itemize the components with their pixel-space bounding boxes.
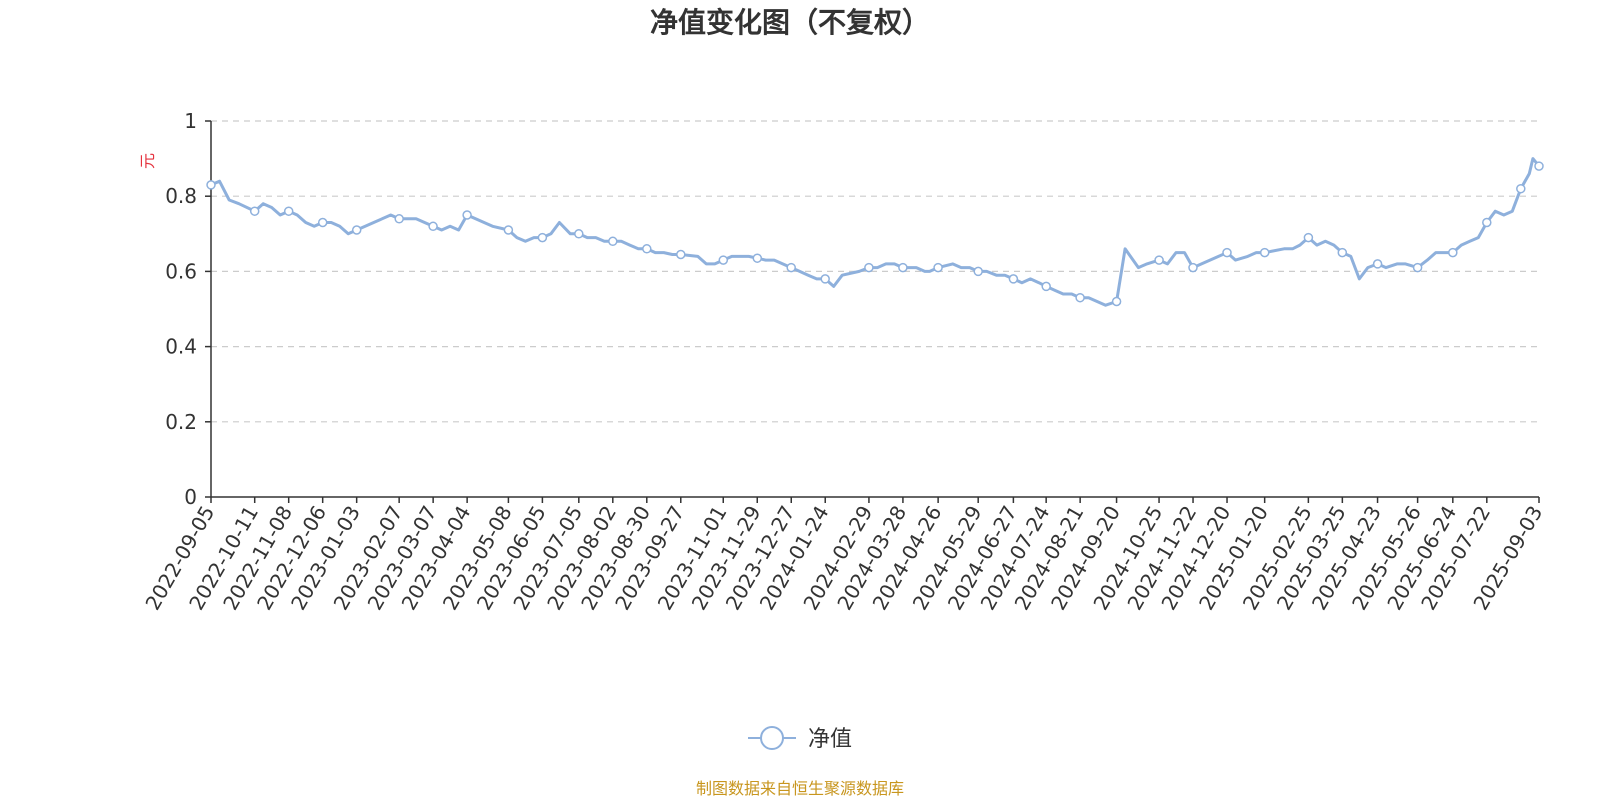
data-point (537, 232, 548, 243)
data-point (676, 249, 686, 260)
y-tick-label: 0 (184, 485, 197, 509)
data-point (394, 214, 404, 224)
data-point (1482, 217, 1492, 228)
data-point (1259, 247, 1270, 258)
data-point (718, 255, 729, 265)
data-point (317, 217, 328, 228)
data-point (1111, 296, 1122, 307)
data-point (1516, 183, 1526, 194)
data-point (752, 253, 763, 263)
data-point (1534, 161, 1544, 171)
y-tick-label: 0.8 (165, 184, 197, 208)
data-point (1303, 232, 1314, 243)
legend[interactable]: 净值 (748, 726, 852, 752)
data-point (898, 262, 908, 273)
y-tick-label: 0.2 (165, 410, 197, 434)
data-point (933, 262, 943, 273)
data-point (462, 210, 472, 220)
grid-lines (211, 120, 1539, 423)
data-point (973, 266, 983, 277)
series-markers (206, 161, 1544, 307)
legend-label: 净值 (808, 727, 852, 752)
data-point (1154, 255, 1164, 265)
data-point (1222, 247, 1232, 258)
data-point (283, 206, 294, 216)
data-point (1008, 274, 1019, 284)
data-point (351, 225, 362, 235)
data-point (1337, 247, 1348, 258)
data-point (820, 274, 830, 284)
data-point (1372, 259, 1383, 269)
data-point (864, 262, 874, 273)
data-point (249, 206, 260, 216)
data-source-note: 制图数据来自恒生聚源数据库 (696, 779, 904, 798)
y-tick-label: 0.6 (165, 259, 197, 283)
data-point (786, 262, 796, 273)
y-tick-label: 1 (184, 109, 197, 133)
y-tick-label: 0.4 (165, 335, 197, 359)
series-line-净值 (210, 157, 1541, 307)
data-point (1188, 262, 1198, 273)
axes (210, 121, 1539, 498)
data-point (1075, 292, 1085, 303)
legend-circle-icon (760, 726, 784, 750)
y-axis-unit: 元 (138, 153, 157, 169)
data-point (428, 221, 438, 232)
data-point (608, 236, 618, 247)
data-point (1412, 262, 1423, 273)
data-point (642, 244, 652, 254)
y-axis-ticks: 0 0.2 0.4 0.6 0.8 1 (165, 109, 211, 509)
chart-title: 净值变化图（不复权） (650, 6, 930, 39)
data-point (1448, 247, 1458, 258)
data-point (503, 225, 514, 235)
data-point (1041, 281, 1051, 292)
data-point (206, 180, 216, 190)
data-point (574, 229, 584, 239)
x-axis-ticks: 2022-09-052022-10-112022-11-082022-12-06… (140, 497, 1547, 614)
